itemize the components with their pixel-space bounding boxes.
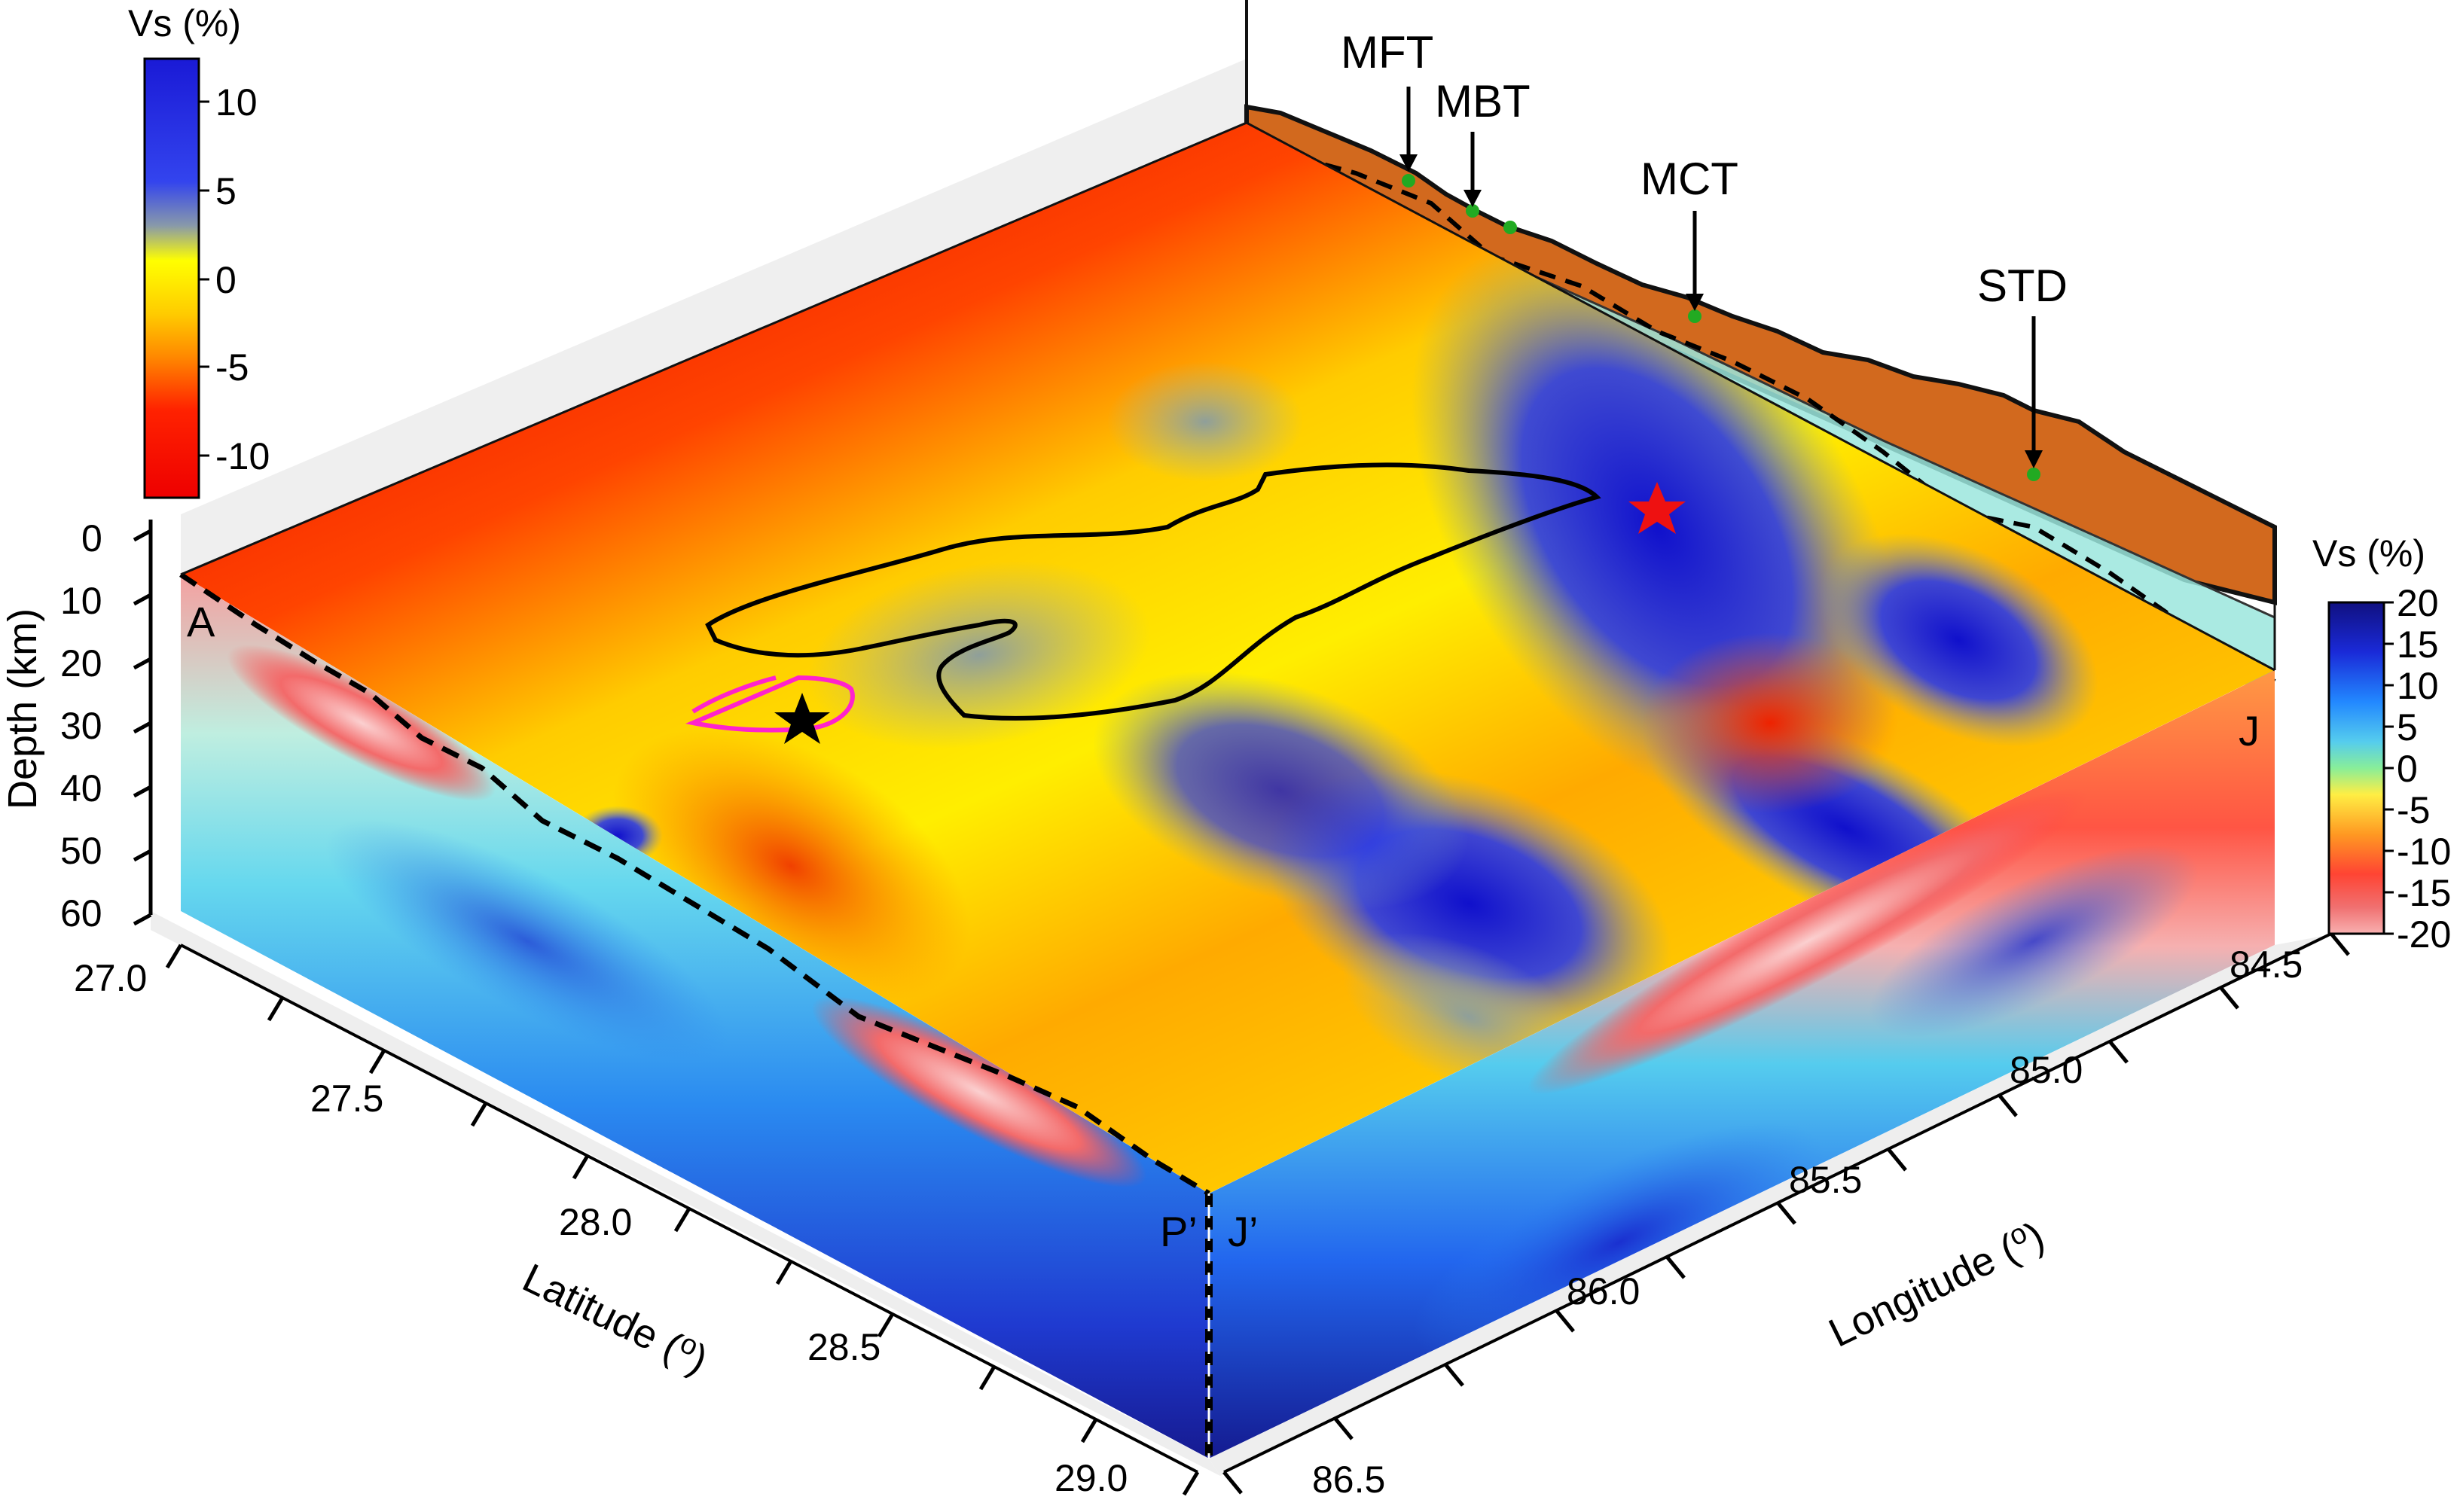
top-colorbar-tick-2: 0 [215, 259, 237, 301]
depth-axis: 0 10 20 30 40 50 60 Depth (km) [0, 517, 153, 934]
lon-tick-0: 84.5 [2230, 943, 2303, 986]
main-shock-star [1628, 482, 1686, 534]
label-j: J [2239, 707, 2260, 754]
mbt-marker [1466, 204, 1479, 218]
mct-marker [1688, 309, 1702, 323]
secondary-contour [685, 675, 855, 733]
side-colorbar-tick-1: 15 [2397, 623, 2439, 666]
lat-tick-2: 28.0 [559, 1201, 632, 1243]
mft-arrow [1399, 154, 1418, 172]
fault-label-std: STD [1977, 261, 2068, 311]
depth-tick-5: 50 [60, 830, 102, 872]
mbt-arrow [1463, 190, 1482, 207]
lat-tick-0: 27.0 [74, 957, 147, 999]
aftershock-star [774, 693, 830, 744]
depth-tick-2: 20 [60, 642, 102, 684]
lon-tick-2: 85.5 [1789, 1159, 1862, 1201]
lon-tick-4: 86.5 [1312, 1459, 1385, 1501]
lat-tick-3: 28.5 [807, 1326, 881, 1368]
latitude-axis-label: Latitude (o) [516, 1253, 716, 1382]
side-colorbar-title: Vs (%) [2312, 532, 2425, 575]
fault-label-mbt: MBT [1435, 76, 1531, 127]
side-colorbar: Vs (%) 20 15 10 5 0 -5 -10 -15 -20 [2312, 532, 2451, 956]
lon-tick-3: 86.0 [1567, 1270, 1640, 1312]
top-colorbar-title: Vs (%) [128, 2, 241, 44]
lat-tick-4: 29.0 [1055, 1457, 1128, 1499]
longitude-axis-label: Longitude (o) [1821, 1212, 2052, 1356]
std-marker [2027, 468, 2040, 481]
lat-tick-1: 27.5 [310, 1078, 383, 1120]
fault-label-mct: MCT [1641, 154, 1738, 204]
side-colorbar-tick-2: 10 [2397, 665, 2439, 707]
depth-tick-1: 10 [60, 580, 102, 622]
top-colorbar-tick-3: -5 [215, 346, 249, 389]
mft-marker [1402, 174, 1415, 187]
side-colorbar-ticks [2384, 601, 2394, 935]
rupture-contour [705, 462, 1601, 721]
side-colorbar-tick-7: -15 [2397, 872, 2451, 914]
fault-label-mft: MFT [1341, 27, 1433, 78]
moho-trace-left [179, 572, 1210, 1196]
top-colorbar: Vs (%) 10 5 0 -5 -10 [128, 2, 270, 499]
right-cross-section [1209, 670, 2275, 1459]
depth-tick-6: 60 [60, 892, 102, 934]
top-colorbar-tick-0: 10 [215, 81, 258, 123]
depth-tick-3: 30 [60, 705, 102, 747]
side-colorbar-tick-0: 20 [2397, 582, 2439, 624]
label-a: A [187, 598, 215, 645]
top-colorbar-tick-1: 5 [215, 170, 237, 212]
left-cross-section [181, 575, 1209, 1459]
mct-arrow [1686, 294, 1704, 311]
depth-axis-label: Depth (km) [0, 608, 45, 809]
lon-tick-1: 85.0 [2010, 1049, 2083, 1091]
moho-trace-back [1246, 141, 2276, 684]
side-colorbar-tick-5: -5 [2397, 789, 2430, 831]
depth-tick-4: 40 [60, 767, 102, 809]
fault-labels: MFT MBT MCT STD [1341, 27, 2068, 468]
top-colorbar-tick-4: -10 [215, 435, 270, 477]
side-colorbar-tick-6: -10 [2397, 831, 2451, 873]
label-p-prime: P’ [1160, 1208, 1198, 1255]
box-edges [180, 0, 2276, 1459]
side-colorbar-tick-3: 5 [2397, 706, 2418, 748]
label-j-prime: J’ [1228, 1208, 1258, 1255]
depth-tick-0: 0 [81, 517, 102, 559]
std-arrow [2025, 450, 2043, 468]
top-colorbar-ticks [199, 100, 209, 457]
side-colorbar-tick-4: 0 [2397, 748, 2418, 790]
side-colorbar-tick-8: -20 [2397, 913, 2451, 956]
